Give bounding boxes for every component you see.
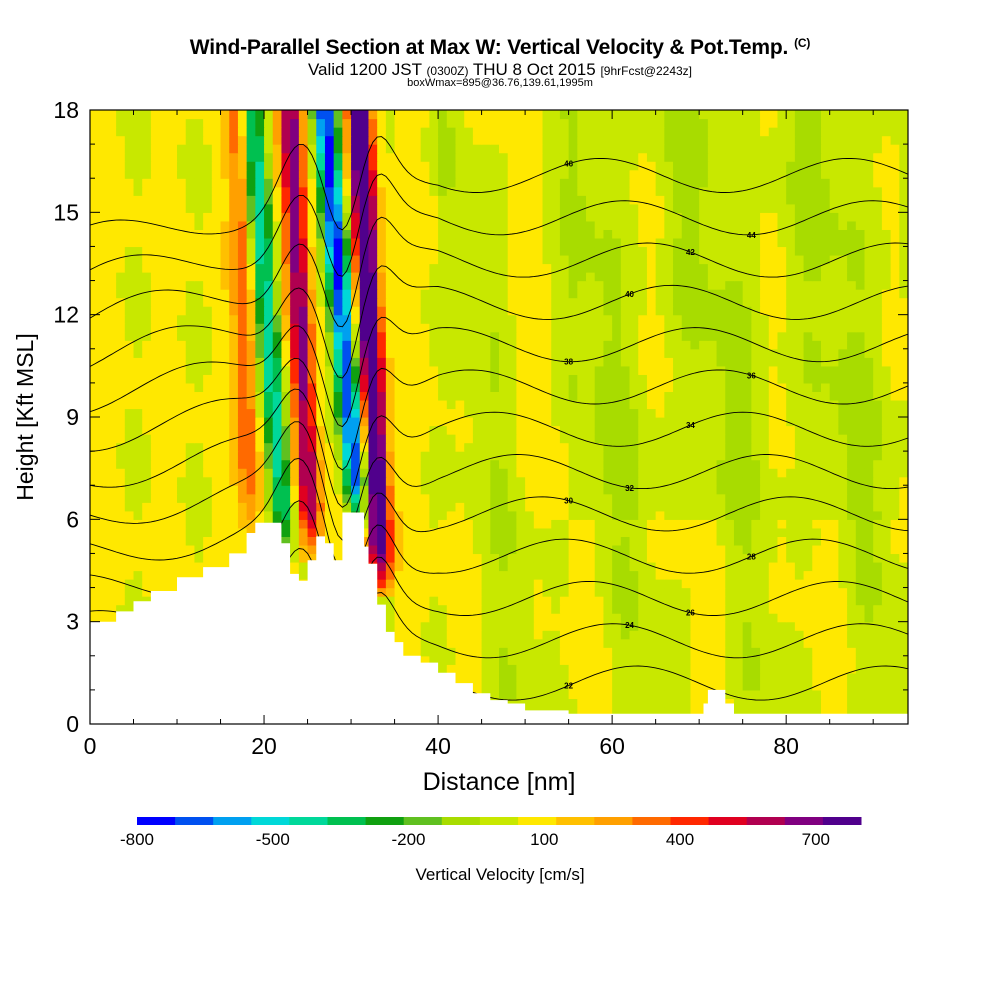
colorbar-tick-label: 700 — [802, 830, 830, 849]
forecast-tag: [9hrFcst@2243z] — [600, 64, 693, 78]
contour-label: 44 — [747, 231, 756, 240]
contour-label: 34 — [686, 421, 695, 430]
contour-label: 26 — [686, 609, 695, 618]
theta-contour — [90, 357, 908, 471]
x-tick-label: 0 — [84, 733, 97, 759]
theta-contour — [90, 457, 908, 572]
colorbar-swatch — [327, 817, 367, 825]
colorbar-swatch — [479, 817, 519, 825]
theta-contour — [90, 173, 908, 277]
x-tick-label: 60 — [599, 733, 625, 759]
theta-contour — [90, 216, 908, 328]
colorbar-tick-label: -500 — [256, 830, 290, 849]
colorbar-tick-label: 400 — [666, 830, 694, 849]
valid-prefix: Valid 1200 JST — [307, 60, 422, 79]
contour-label: 32 — [625, 484, 634, 493]
valid-date: THU 8 Oct 2015 — [472, 60, 596, 79]
contour-label: 46 — [564, 160, 573, 169]
y-tick-label: 15 — [53, 199, 79, 225]
contour-label: 40 — [625, 290, 634, 299]
colorbar-swatch — [403, 817, 443, 825]
contour-label: 22 — [564, 682, 573, 691]
colorbar-swatch — [251, 817, 290, 825]
colorbar-swatch — [708, 817, 748, 825]
terrain-profile — [90, 512, 908, 724]
contour-label: 24 — [625, 621, 634, 630]
y-tick-label: 18 — [53, 97, 79, 123]
copyright-mark: (C) — [794, 36, 811, 50]
chart-subtitle: Valid 1200 JST (0300Z) THU 8 Oct 2015 [9… — [0, 60, 1000, 80]
colorbar-swatch — [784, 817, 824, 825]
colorbar-swatch — [518, 817, 557, 825]
x-tick-label: 40 — [425, 733, 451, 759]
colorbar-swatch — [746, 817, 786, 825]
colorbar-swatch — [289, 817, 328, 825]
colorbar-swatch — [365, 817, 405, 825]
theta-contour — [90, 316, 908, 428]
y-axis-label: Height [Kft MSL] — [12, 333, 38, 500]
colorbar-tick-label: -800 — [120, 830, 154, 849]
colorbar-swatch — [670, 817, 710, 825]
y-tick-label: 6 — [66, 506, 79, 532]
x-axis-label: Distance [nm] — [423, 768, 576, 796]
chart-title: Wind-Parallel Section at Max W: Vertical… — [0, 36, 1000, 60]
colorbar-tick-label: 100 — [530, 830, 558, 849]
colorbar-swatch — [441, 817, 481, 825]
theta-contour — [90, 388, 908, 508]
colorbar-label: Vertical Velocity [cm/s] — [415, 865, 584, 884]
theta-contour — [90, 136, 908, 235]
y-tick-label: 3 — [66, 609, 79, 635]
contour-label: 30 — [564, 497, 573, 506]
contour-label: 38 — [564, 358, 573, 367]
theta-contour — [90, 265, 908, 379]
colorbar-swatch — [556, 817, 595, 825]
x-tick-label: 20 — [251, 733, 277, 759]
contour-label: 36 — [747, 371, 756, 380]
y-tick-label: 12 — [53, 302, 79, 328]
contour-label: 42 — [686, 248, 695, 257]
colorbar-swatch — [822, 817, 862, 825]
valid-utc: (0300Z) — [426, 64, 469, 78]
title-main: Wind-Parallel Section at Max W: Vertical… — [189, 36, 789, 59]
colorbar-swatch — [213, 817, 252, 825]
colorbar-tick-label: -200 — [391, 830, 425, 849]
contour-label: 28 — [747, 552, 756, 561]
y-tick-label: 9 — [66, 404, 79, 430]
box-info: boxWmax=895@36.76,139.61,1995m — [407, 77, 593, 89]
colorbar-swatch — [175, 817, 214, 825]
colorbar-swatch — [137, 817, 176, 825]
theta-contour — [90, 421, 908, 541]
colorbar-swatch — [594, 817, 633, 825]
x-tick-label: 80 — [773, 733, 799, 759]
y-tick-label: 0 — [66, 711, 79, 737]
colorbar-swatch — [632, 817, 671, 825]
